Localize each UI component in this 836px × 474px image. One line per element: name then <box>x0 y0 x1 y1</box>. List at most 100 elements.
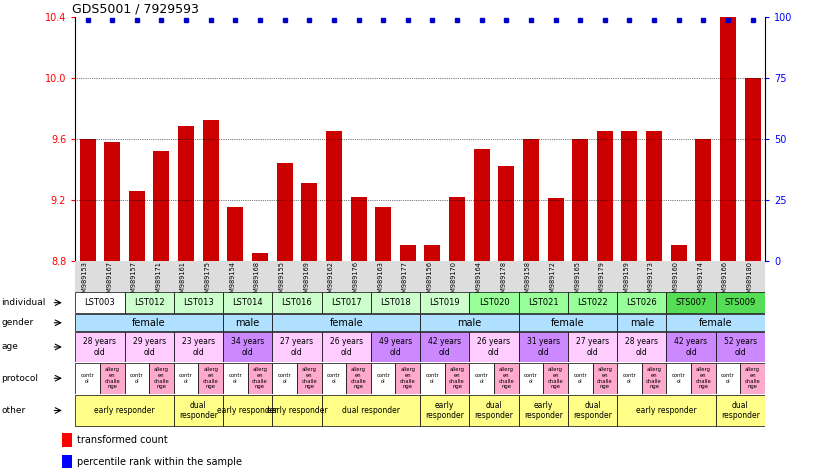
Bar <box>223 363 247 394</box>
Bar <box>445 363 469 394</box>
Text: LST017: LST017 <box>331 298 361 307</box>
Bar <box>568 332 617 362</box>
Bar <box>642 363 666 394</box>
Bar <box>617 332 666 362</box>
Bar <box>666 292 716 313</box>
Bar <box>741 363 765 394</box>
Text: allerg
en
challe
nge: allerg en challe nge <box>301 367 317 390</box>
Bar <box>421 292 469 313</box>
Bar <box>223 314 273 331</box>
Text: GSM989164: GSM989164 <box>476 261 482 301</box>
Bar <box>617 292 666 313</box>
Bar <box>518 395 568 426</box>
Bar <box>425 246 441 261</box>
Text: contr
ol: contr ol <box>376 373 390 383</box>
Bar <box>518 332 568 362</box>
Text: allerg
en
challe
nge: allerg en challe nge <box>449 367 465 390</box>
Text: GSM989180: GSM989180 <box>747 261 752 301</box>
Bar <box>597 131 613 261</box>
Text: early
responder: early responder <box>426 401 464 420</box>
Bar <box>75 314 223 331</box>
Bar <box>174 332 223 362</box>
Bar <box>543 363 568 394</box>
Text: contr
ol: contr ol <box>524 373 538 383</box>
Text: GSM989176: GSM989176 <box>353 261 359 301</box>
Bar <box>125 363 149 394</box>
Text: GSM989160: GSM989160 <box>673 261 679 301</box>
Text: dual
responder: dual responder <box>179 401 218 420</box>
Bar <box>273 332 322 362</box>
Bar <box>518 363 543 394</box>
Bar <box>371 363 395 394</box>
Text: GSM989155: GSM989155 <box>278 261 284 301</box>
Text: GSM989166: GSM989166 <box>722 261 728 301</box>
Text: LST012: LST012 <box>134 298 165 307</box>
Text: allerg
en
challe
nge: allerg en challe nge <box>745 367 761 390</box>
Text: contr
ol: contr ol <box>623 373 636 383</box>
Text: dual
responder: dual responder <box>721 401 760 420</box>
Bar <box>273 292 322 313</box>
Text: contr
ol: contr ol <box>475 373 488 383</box>
Bar <box>375 207 391 261</box>
Text: LST020: LST020 <box>479 298 509 307</box>
Bar <box>716 292 765 313</box>
Text: allerg
en
challe
nge: allerg en challe nge <box>203 367 218 390</box>
Bar <box>252 253 268 261</box>
Bar <box>474 149 490 261</box>
Text: 26 years
old: 26 years old <box>477 337 511 356</box>
Bar <box>593 363 617 394</box>
Text: 42 years
old: 42 years old <box>428 337 461 356</box>
Bar <box>691 363 716 394</box>
Bar <box>75 363 99 394</box>
Text: LST019: LST019 <box>430 298 460 307</box>
Bar <box>572 139 589 261</box>
Text: allerg
en
challe
nge: allerg en challe nge <box>400 367 415 390</box>
Bar <box>350 197 366 261</box>
Text: GSM989174: GSM989174 <box>697 261 703 301</box>
Bar <box>518 292 568 313</box>
Text: allerg
en
challe
nge: allerg en challe nge <box>597 367 613 390</box>
Text: allerg
en
challe
nge: allerg en challe nge <box>252 367 268 390</box>
Bar <box>149 363 174 394</box>
Text: allerg
en
challe
nge: allerg en challe nge <box>154 367 170 390</box>
Text: contr
ol: contr ol <box>130 373 144 383</box>
Text: 34 years
old: 34 years old <box>231 337 264 356</box>
Text: GSM989169: GSM989169 <box>303 261 309 301</box>
Text: GSM989178: GSM989178 <box>500 261 507 301</box>
Bar <box>498 166 514 261</box>
Text: 27 years
old: 27 years old <box>280 337 314 356</box>
Bar <box>322 395 420 426</box>
Text: early
responder: early responder <box>524 401 563 420</box>
Text: GSM989153: GSM989153 <box>82 261 88 301</box>
Bar <box>568 292 617 313</box>
Bar <box>469 395 518 426</box>
Text: 23 years
old: 23 years old <box>182 337 215 356</box>
Bar <box>449 197 465 261</box>
Bar <box>129 191 145 261</box>
Text: allerg
en
challe
nge: allerg en challe nge <box>350 367 366 390</box>
Text: GSM989172: GSM989172 <box>549 261 556 301</box>
Text: allerg
en
challe
nge: allerg en challe nge <box>646 367 662 390</box>
Bar <box>518 314 617 331</box>
Bar <box>322 332 371 362</box>
Text: GSM989170: GSM989170 <box>451 261 457 301</box>
Text: contr
ol: contr ol <box>327 373 341 383</box>
Text: GDS5001 / 7929593: GDS5001 / 7929593 <box>72 2 199 16</box>
Bar <box>617 363 642 394</box>
Bar <box>421 395 469 426</box>
Bar <box>223 332 273 362</box>
Text: individual: individual <box>2 298 46 307</box>
Text: allerg
en
challe
nge: allerg en challe nge <box>498 367 514 390</box>
Text: GSM989156: GSM989156 <box>426 261 432 301</box>
Text: 52 years
old: 52 years old <box>724 337 757 356</box>
Text: female: female <box>699 318 732 328</box>
Text: 49 years
old: 49 years old <box>379 337 412 356</box>
Text: LST016: LST016 <box>282 298 313 307</box>
Bar <box>174 395 223 426</box>
Text: GSM989171: GSM989171 <box>155 261 161 301</box>
Text: allerg
en
challe
nge: allerg en challe nge <box>104 367 120 390</box>
Text: contr
ol: contr ol <box>179 373 193 383</box>
Bar <box>617 314 666 331</box>
Bar <box>371 292 421 313</box>
Text: early responder: early responder <box>636 406 696 415</box>
